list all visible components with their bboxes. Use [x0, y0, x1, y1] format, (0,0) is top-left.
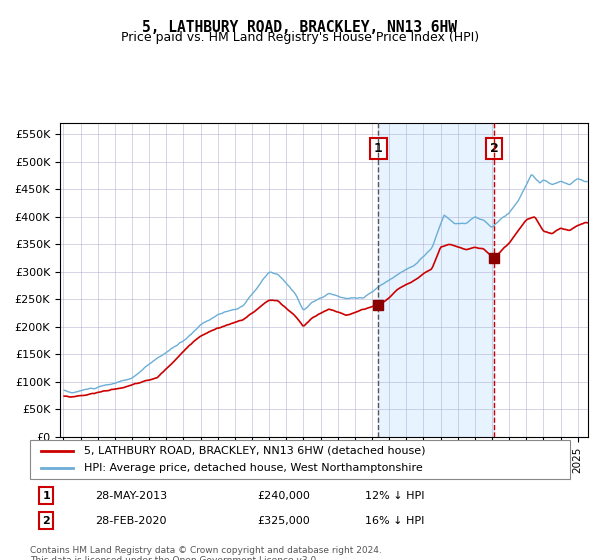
Text: 2: 2	[43, 516, 50, 526]
Text: HPI: Average price, detached house, West Northamptonshire: HPI: Average price, detached house, West…	[84, 463, 423, 473]
Text: 16% ↓ HPI: 16% ↓ HPI	[365, 516, 424, 526]
Text: 1: 1	[374, 142, 383, 155]
Text: 5, LATHBURY ROAD, BRACKLEY, NN13 6HW (detached house): 5, LATHBURY ROAD, BRACKLEY, NN13 6HW (de…	[84, 446, 425, 456]
Text: 5, LATHBURY ROAD, BRACKLEY, NN13 6HW: 5, LATHBURY ROAD, BRACKLEY, NN13 6HW	[143, 20, 458, 35]
Text: £325,000: £325,000	[257, 516, 310, 526]
Text: 1: 1	[43, 491, 50, 501]
Text: 28-MAY-2013: 28-MAY-2013	[95, 491, 167, 501]
Text: £240,000: £240,000	[257, 491, 310, 501]
FancyBboxPatch shape	[30, 440, 570, 479]
Text: 28-FEB-2020: 28-FEB-2020	[95, 516, 166, 526]
Text: 12% ↓ HPI: 12% ↓ HPI	[365, 491, 424, 501]
Bar	[379, 123, 494, 437]
Text: Contains HM Land Registry data © Crown copyright and database right 2024.
This d: Contains HM Land Registry data © Crown c…	[30, 546, 382, 560]
Text: 2: 2	[490, 142, 499, 155]
Text: Price paid vs. HM Land Registry's House Price Index (HPI): Price paid vs. HM Land Registry's House …	[121, 31, 479, 44]
